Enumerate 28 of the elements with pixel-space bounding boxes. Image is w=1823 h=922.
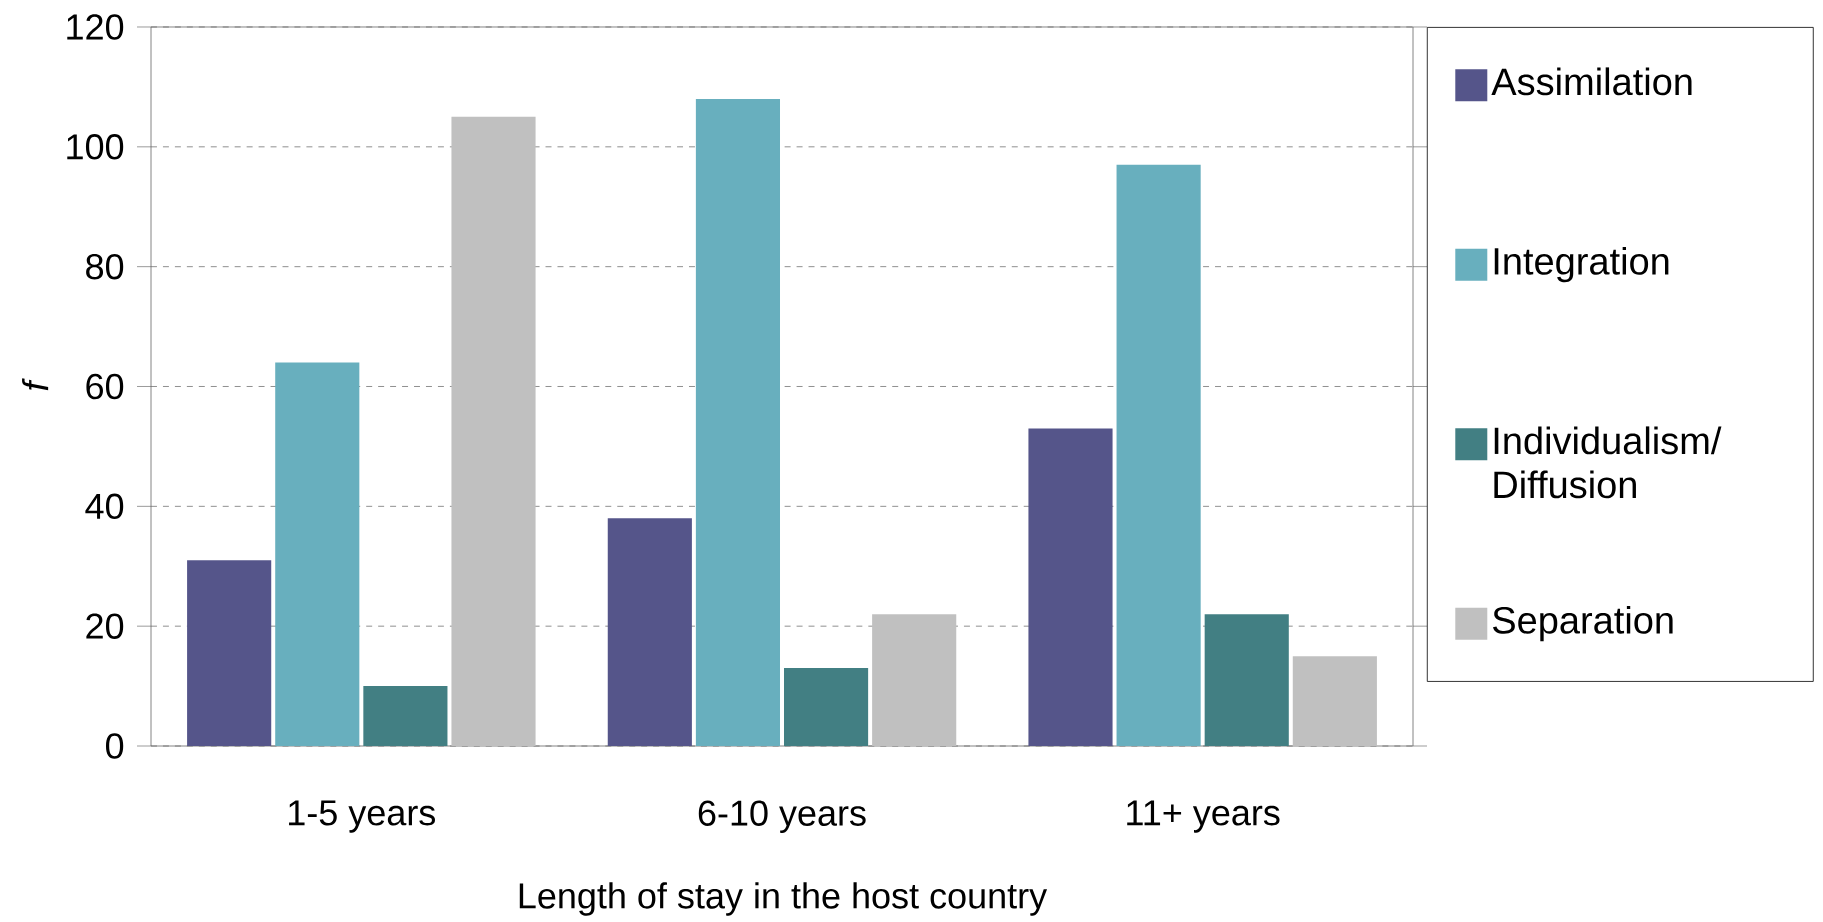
x-tick-label: 1-5 years (289, 800, 435, 833)
legend-label: Assimilation (1491, 67, 1692, 96)
bar (784, 668, 869, 746)
y-tick-label: 120 (67, 14, 124, 40)
bar (872, 614, 957, 746)
bar (1204, 614, 1289, 746)
bar (275, 362, 360, 746)
y-tick-label: 100 (67, 134, 124, 160)
bar (363, 686, 448, 746)
y-tick-label: 0 (105, 733, 124, 759)
bar (1116, 164, 1201, 746)
x-tick-label: 6-10 years (698, 800, 866, 833)
legend-label: Integration (1494, 246, 1669, 283)
y-tick-label: 20 (86, 613, 124, 639)
y-tick-label: 60 (86, 373, 124, 400)
bar (607, 518, 692, 746)
bar (187, 560, 272, 746)
x-tick-label: 11+ years (1127, 800, 1280, 833)
legend-label: Individualism/ Diffusion (1494, 426, 1722, 499)
y-tick-label: 80 (86, 253, 124, 280)
y-axis-title: f (22, 378, 49, 391)
x-axis-title: Length of stay in the host country (519, 882, 1048, 916)
legend-label: Separation (1492, 605, 1673, 642)
y-tick-label: 40 (85, 493, 124, 520)
bar (451, 116, 536, 746)
bar (695, 98, 781, 746)
bar (1292, 656, 1377, 746)
bar (1028, 428, 1113, 746)
